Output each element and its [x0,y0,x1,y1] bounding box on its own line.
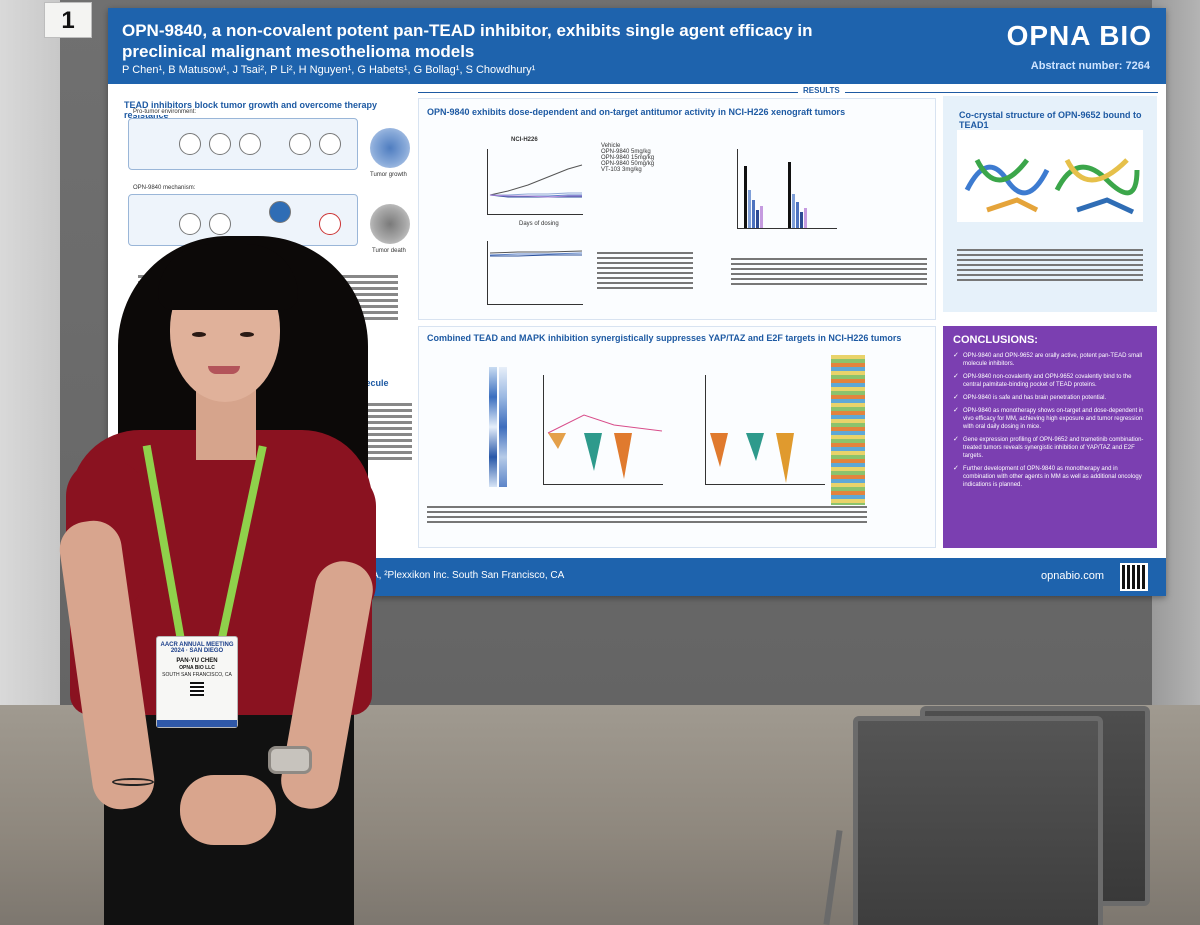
pathway-node [239,133,261,155]
pathway-node [179,133,201,155]
combo-text-lines [427,503,867,526]
tumor-volume-lines [489,164,583,198]
x-axis-label: Days of dosing [519,221,559,227]
heatmap-column [489,367,497,487]
right-eye [240,332,254,337]
pathway-node [289,133,311,155]
section-title-tead: TEAD inhibitors block tumor growth and o… [124,100,378,120]
badge-qr-icon [190,682,204,696]
poster-header: OPN-9840, a non-covalent potent pan-TEAD… [108,8,1166,84]
heatmap-column [499,367,507,487]
conclusion-item: Further development of OPN-9840 as monot… [953,465,1147,489]
section-title-dose: OPN-9840 exhibits dose-dependent and on-… [427,107,846,117]
clasped-hands [180,775,276,845]
smartwatch-icon [268,746,312,774]
badge-organization: OPNA BIO LLC [179,665,215,671]
qr-code-icon [1120,563,1148,591]
footer-affiliation: A, ²Plexxikon Inc. South San Francisco, … [372,570,565,581]
badge-name: PAN-YU CHEN [176,658,218,664]
legend-opn-15: OPN-9840 15mg/kg [601,155,655,161]
gene-heatmap [831,355,865,505]
section-title-crystal: Co-crystal structure of OPN-9652 bound t… [959,110,1142,130]
body-weight-lines [489,250,583,257]
results-divider [418,92,1158,93]
dose-response-panel: OPN-9840 exhibits dose-dependent and on-… [418,98,936,320]
opnabio-logo: OPNA BIO [1006,20,1152,51]
legend-vt-103: VT-103 3mg/kg [601,167,642,173]
legend-opn-5: OPN-9840 5mg/kg [601,149,651,155]
protein-structure-image [957,130,1143,222]
opn-9840-node [269,201,291,223]
table-block [332,400,412,463]
legend-vehicle: Vehicle [601,143,621,149]
pathway-node [209,133,231,155]
crystal-structure-panel: Co-crystal structure of OPN-9652 bound t… [943,96,1157,312]
badge-meeting: AACR ANNUAL MEETING 2024 · SAN DIEGO [160,642,234,654]
poster-title: OPN-9840, a non-covalent potent pan-TEAD… [122,21,813,61]
hair-top [158,244,298,310]
tumor-volume-chart [487,149,583,215]
tumor-death-image [370,204,410,244]
dose-legend: Vehicle OPN-9840 5mg/kg OPN-9840 15mg/kg… [601,143,681,173]
pro-tumor-diagram: Pro-tumor environment: [128,109,358,170]
tumor-growth-image [370,128,410,168]
conclusion-item: Gene expression profiling of OPN-9652 an… [953,436,1147,460]
conclusions-title: CONCLUSIONS: [953,334,1038,346]
tumor-growth-label: Tumor growth [370,172,407,178]
badge-color-strip [157,720,237,727]
pro-tumor-label: Pro-tumor environment: [133,109,197,115]
cell-line-label: NCI-H226 [511,137,538,143]
tumor-death-label: Tumor death [372,248,406,254]
pathway-node [209,213,231,235]
smile [208,366,240,374]
legend-opn-50: OPN-9840 50mg/kg [601,161,655,167]
conclusion-item: OPN-9840 and OPN-9652 are orally active,… [953,352,1147,368]
conclusion-item: OPN-9840 is safe and has brain penetrati… [953,394,1147,402]
gsea-right-curves [710,433,794,483]
gsea-left-curves [547,414,663,479]
board-number-sign: 1 [44,2,92,38]
body-weight-chart [487,241,583,305]
dose-text-lines [597,249,693,292]
chair-front [853,716,1103,925]
gsea-chart-right [705,375,825,485]
name-badge: AACR ANNUAL MEETING 2024 · SAN DIEGO PAN… [156,636,238,728]
pd-text-lines [731,255,927,288]
poster-authors: P Chen¹, B Matusow¹, J Tsai², P Li², H N… [122,64,536,76]
pathway-node [179,213,201,235]
conclusion-item: OPN-9840 non-covalently and OPN-9652 cov… [953,373,1147,389]
bracelet [112,778,154,786]
footer-website: opnabio.com [1041,570,1104,582]
badge-city: SOUTH SAN FRANCISCO, CA [162,672,232,678]
crystal-text-lines [957,246,1143,284]
gsea-chart-left [543,375,663,485]
combination-panel: Combined TEAD and MAPK inhibition synerg… [418,326,936,548]
abstract-number: Abstract number: 7264 [1030,60,1150,72]
conclusions-panel: CONCLUSIONS: OPN-9840 and OPN-9652 are o… [943,326,1157,548]
inhibited-node [319,213,341,235]
section-title-combined: Combined TEAD and MAPK inhibition synerg… [427,333,902,343]
conclusion-item: OPN-9840 as monotherapy shows on-target … [953,407,1147,431]
pathway-node [319,133,341,155]
mechanism-label: OPN-9840 mechanism: [133,185,196,191]
left-eye [192,332,206,337]
gene-expression-bar-chart [737,149,837,229]
results-label: RESULTS [798,86,845,95]
